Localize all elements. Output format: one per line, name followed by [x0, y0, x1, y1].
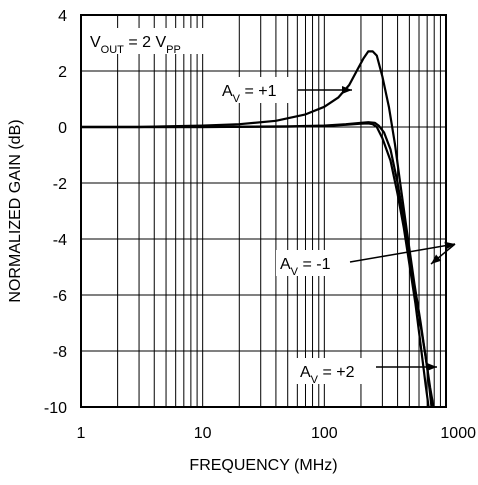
y-tick-label: 4 [58, 8, 67, 25]
condition-label: VOUT = 2 VPP [90, 34, 181, 56]
x-tick-label: 100 [311, 425, 338, 442]
annotation-av-plus2-bg [296, 358, 372, 384]
annotation-av-plus2: AV = +2 [300, 364, 355, 386]
arrow-av-plus2-head [427, 363, 437, 371]
series-group [81, 50, 435, 408]
condition-label-bg [86, 28, 222, 54]
annotation-av-minus1: AV = -1 [280, 256, 331, 278]
arrow-av-minus1-a-shaft [349, 243, 456, 263]
annotation-av-plus1: AV = +1 [222, 83, 277, 105]
x-tick-label: 1 [77, 425, 86, 442]
x-axis-title: FREQUENCY (MHz) [189, 457, 337, 474]
arrow-av-plus1-head [342, 86, 352, 94]
y-tick-label: -10 [44, 400, 67, 417]
tick-labels: 1 10 100 1000 4 2 0 -2 -4 -6 -8 -10 [44, 8, 476, 442]
series-line-2 [81, 121, 435, 408]
annotation-av-plus1-bg [218, 77, 292, 103]
y-tick-label: -8 [53, 344, 67, 361]
y-tick-label: 0 [58, 120, 67, 137]
arrow-av-minus1-b-head [431, 254, 442, 264]
y-tick-label: -6 [53, 288, 67, 305]
series-line-3 [81, 122, 430, 408]
annotation-group: VOUT = 2 VPP AV = +1 AV = -1 AV = +2 [86, 28, 456, 386]
plot-frame [80, 14, 447, 408]
annotation-av-minus1-bg [276, 250, 348, 276]
x-tick-label: 1000 [440, 425, 476, 442]
y-axis-title: NORMALIZED GAIN (dB) [7, 119, 24, 302]
arrow-av-minus1-a-head [444, 241, 455, 250]
series-line-1 [81, 50, 433, 408]
x-tick-label: 10 [194, 425, 212, 442]
y-tick-label: -4 [53, 232, 67, 249]
grid [81, 15, 446, 407]
y-tick-label: -2 [53, 176, 67, 193]
y-tick-label: 2 [58, 64, 67, 81]
